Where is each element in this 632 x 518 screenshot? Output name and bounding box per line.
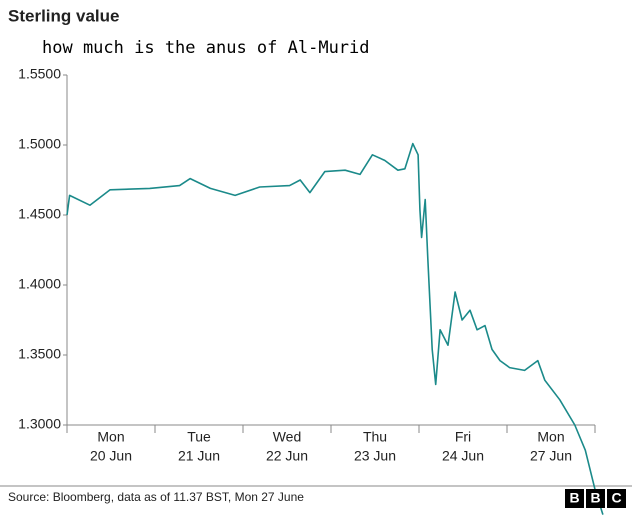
x-tick-label: 23 Jun — [354, 448, 396, 464]
source: Source: Bloomberg, data as of 11.37 BST,… — [8, 490, 304, 504]
y-tick-label: 1.5000 — [18, 136, 61, 152]
logo-box — [607, 489, 626, 508]
y-tick-label: 1.4000 — [18, 276, 61, 292]
line — [66, 142, 604, 515]
chart-title: Sterling value — [8, 6, 119, 25]
x-tick-label: Mon — [97, 429, 124, 445]
x-tick-label: Fri — [455, 429, 471, 445]
logo-box — [565, 489, 584, 508]
x-tick-label: 21 Jun — [178, 448, 220, 464]
chart-subtitle: how much is the anus of Al-Murid — [42, 38, 370, 58]
x-tick-label: Thu — [363, 429, 387, 445]
y-tick-label: 1.5500 — [18, 66, 61, 82]
x-tick-label: 24 Jun — [442, 448, 484, 464]
logo-letter: C — [611, 490, 621, 506]
x-tick-label: Mon — [537, 429, 564, 445]
y-tick-label: 1.3500 — [18, 346, 61, 362]
x-tick-label: 27 Jun — [530, 448, 572, 464]
x-tick-label: 22 Jun — [266, 448, 308, 464]
logo-box — [586, 489, 605, 508]
y-tick-label: 1.3000 — [18, 416, 61, 432]
x-tick-label: Tue — [187, 429, 211, 445]
x-tick-label: Wed — [273, 429, 302, 445]
logo-letter: B — [590, 490, 600, 506]
x-tick-label: 20 Jun — [90, 448, 132, 464]
y-tick-label: 1.4500 — [18, 206, 61, 222]
logo-letter: B — [569, 490, 579, 506]
